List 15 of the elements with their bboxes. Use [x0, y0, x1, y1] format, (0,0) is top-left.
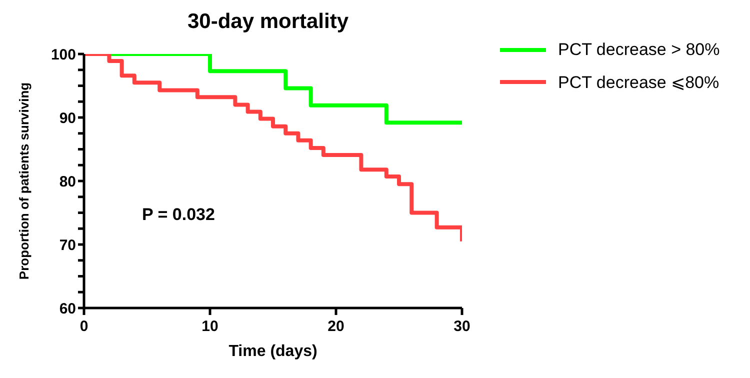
- y-axis-title: Proportion of patients surviving: [16, 82, 32, 280]
- x-tick-label: 20: [328, 318, 344, 335]
- y-tick-label: 100: [50, 46, 76, 64]
- legend-label: PCT decrease ⩽80%: [558, 72, 720, 92]
- legend-label: PCT decrease > 80%: [558, 40, 720, 60]
- y-tick-label: 70: [59, 236, 76, 254]
- x-axis-title: Time (days): [228, 343, 318, 360]
- y-tick-label: 60: [59, 300, 76, 318]
- x-tick-label: 0: [80, 318, 88, 335]
- x-tick-label: 30: [454, 318, 470, 335]
- annotation: P = 0.032: [142, 205, 215, 225]
- y-tick-label: 90: [59, 110, 76, 127]
- chart-title: 30-day mortality: [186, 10, 350, 34]
- x-tick-label: 10: [202, 318, 218, 335]
- y-tick-label: 80: [59, 173, 76, 190]
